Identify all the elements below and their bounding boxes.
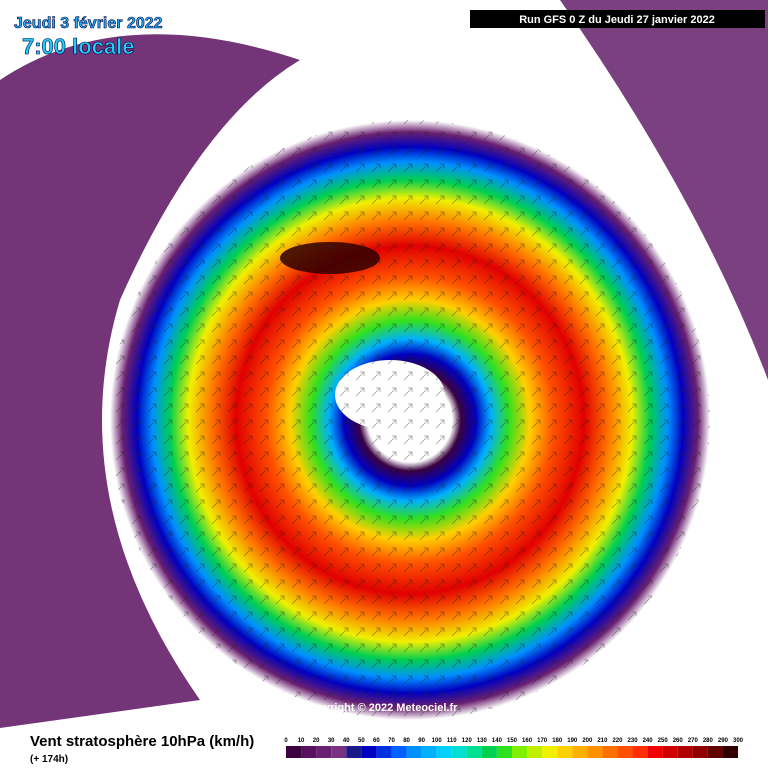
scale-label: 10 [298,738,305,744]
scale-swatch [391,746,407,758]
scale-label: 130 [477,738,488,744]
scale-swatch [406,746,422,758]
scale-label: 220 [612,738,623,744]
scale-label: 20 [313,738,320,744]
scale-swatch [512,746,528,758]
copyright: Copyright © 2022 Meteociel.fr [303,702,459,714]
scale-label: 290 [718,738,729,744]
run-box [470,10,765,28]
outer-wind-band [0,34,300,729]
scale-swatch [662,746,678,758]
scale-swatch [647,746,663,758]
outer-wind-band [560,0,768,380]
scale-swatch [707,746,723,758]
scale-swatch [451,746,467,758]
scale-swatch [602,746,618,758]
color-scale: 0 10 20 30 40 50 60 70 80 90 100 110 120 130 140 150 160… [284,738,744,758]
wind-arrows [110,120,710,720]
scale-label: 180 [552,738,563,744]
scale-swatch [331,746,347,758]
scale-swatch [466,746,482,758]
scale-swatch [557,746,573,758]
scale-swatch [677,746,693,758]
lead-time: (+ 174h) [30,754,68,765]
scale-label: 230 [628,738,639,744]
scale-swatch [481,746,497,758]
scale-label: 300 [733,738,744,744]
scale-label: 160 [522,738,533,744]
scale-swatch [692,746,708,758]
scale-label: 140 [492,738,503,744]
scale-label: 170 [537,738,548,744]
scale-label: 40 [343,738,350,744]
scale-label: 60 [373,738,380,744]
scale-swatch [527,746,543,758]
scale-swatch [436,746,452,758]
scale-label: 50 [358,738,365,744]
scale-swatch [421,746,437,758]
scale-swatch [316,746,332,758]
scale-swatch [286,746,302,758]
scale-label: 90 [418,738,425,744]
scale-swatch [617,746,633,758]
scale-swatch [587,746,603,758]
scale-label: 150 [507,738,518,744]
scale-swatch [632,746,648,758]
scale-label: 110 [447,738,457,744]
scale-label: 30 [328,738,335,744]
scale-label: 200 [582,738,593,744]
scale-label: 280 [703,738,714,744]
forecast-time: 7:00 locale [22,34,135,59]
scale-swatch [301,746,317,758]
scale-label: 190 [567,738,578,744]
scale-swatch [572,746,588,758]
scale-label: 240 [643,738,654,744]
scale-swatch [346,746,362,758]
scale-label: 270 [688,738,699,744]
forecast-date: Jeudi 3 février 2022 [14,15,163,32]
scale-label: 100 [432,738,443,744]
scale-swatch [361,746,377,758]
scale-label: 120 [462,738,473,744]
scale-label: 250 [658,738,669,744]
scale-swatch [376,746,392,758]
scale-label: 70 [388,738,395,744]
scale-label: 260 [673,738,684,744]
scale-swatch [722,746,738,758]
scale-swatch [542,746,558,758]
scale-swatch [496,746,512,758]
scale-label: 80 [403,738,410,744]
chart-title: Vent stratosphère 10hPa (km/h) [30,733,254,750]
scale-label: 0 [284,738,288,744]
run-info: Run GFS 0 Z du Jeudi 27 janvier 2022 [519,14,715,26]
scale-label: 210 [597,738,608,744]
